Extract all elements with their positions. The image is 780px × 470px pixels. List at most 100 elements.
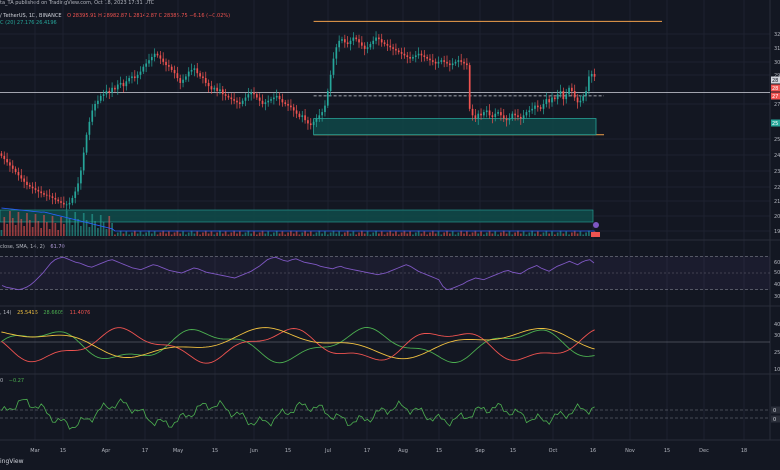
volume-bar — [522, 231, 525, 236]
price-tick-label: 29 — [774, 73, 780, 79]
candle-body — [105, 91, 108, 95]
candle-body — [497, 112, 499, 114]
volume-bar — [298, 234, 301, 236]
adx-header: , 14) 25.5416 28.6605 11.4076 — [0, 310, 94, 316]
candle-body — [349, 40, 352, 45]
price-tick-label: 30 — [774, 60, 780, 66]
candle-body — [187, 71, 190, 77]
volume-bar — [65, 211, 68, 236]
candle-body — [517, 115, 519, 117]
candle-body — [423, 55, 426, 57]
volume-bar — [26, 213, 28, 236]
volume-bar — [326, 234, 329, 236]
candle-body — [514, 113, 516, 116]
candle-body — [190, 69, 193, 72]
ohlc-values: O 28395.91 H 28982.87 L 28142.87 C 28385… — [67, 13, 231, 19]
volume-bar — [9, 211, 11, 236]
candle-body — [74, 191, 77, 198]
candle-body — [34, 188, 37, 190]
volume-bar — [511, 234, 514, 236]
candle-body — [397, 50, 400, 53]
volume-bar — [20, 219, 23, 236]
volume-bar — [74, 212, 77, 236]
volume-bar — [165, 233, 167, 236]
candle-body — [448, 63, 451, 66]
candle-body — [400, 52, 403, 54]
volume-bar — [579, 231, 582, 236]
candle-body — [207, 82, 210, 87]
candle-body — [531, 108, 533, 111]
volume-bar — [156, 234, 159, 236]
volume-bar — [468, 234, 471, 236]
volume-bar — [412, 234, 414, 236]
tradingview-watermark: ingView — [0, 458, 28, 465]
volume-bar — [423, 231, 426, 236]
candle-body — [369, 44, 372, 48]
rsi-tick-label: 50 — [774, 270, 780, 276]
candle-body — [324, 105, 326, 113]
volume-bar — [45, 222, 48, 236]
volume-bar — [414, 232, 417, 236]
candle-body — [307, 120, 309, 124]
symbol-label[interactable]: / TetherUS, 1D, BINANCE — [0, 13, 62, 19]
volume-bar — [176, 230, 179, 236]
time-tick-label: Jun — [249, 448, 258, 454]
osc-label[interactable]: 0 — [0, 378, 4, 384]
price-tick-label: 19 — [774, 229, 780, 235]
volume-bar — [270, 234, 272, 236]
volume-bar — [363, 233, 366, 236]
osc-header: 0 −0.27 — [0, 378, 28, 384]
candle-body — [576, 97, 579, 103]
candle-body — [65, 204, 68, 206]
volume-bar — [111, 223, 113, 236]
adx-label[interactable]: , 14) — [0, 310, 12, 316]
rsi-label[interactable]: close, SMA, 14, 2) — [0, 244, 45, 250]
zones — [0, 20, 770, 223]
candle-body — [275, 95, 278, 98]
volume-bar — [352, 231, 355, 236]
candle-body — [528, 110, 531, 113]
candle-body — [244, 97, 247, 101]
volume-bar — [295, 231, 298, 236]
volume-bar — [307, 233, 309, 236]
candle-body — [202, 76, 204, 79]
candle-body — [43, 193, 45, 195]
candle-body — [170, 66, 173, 70]
volume-bar — [471, 232, 474, 236]
volume-bar — [335, 233, 338, 236]
volume-bar — [343, 232, 346, 236]
time-tick-label: 18 — [741, 448, 747, 454]
candle-body — [179, 78, 182, 83]
candle-body — [431, 60, 434, 62]
adx-tick-label: 40 — [774, 322, 780, 328]
di-plus-line — [1, 327, 595, 364]
volume-bar — [446, 230, 448, 236]
candle-body — [219, 89, 221, 92]
volume-bar — [321, 233, 323, 236]
candle-body — [77, 183, 79, 192]
di-plus-value: 28.6605 — [43, 310, 65, 316]
volume-bar — [91, 214, 94, 236]
rsi-tick-label: 60 — [774, 260, 780, 266]
volume-bar — [244, 232, 247, 236]
volume-bar — [199, 234, 201, 236]
candle-body — [522, 115, 525, 119]
volume-bar — [309, 231, 312, 236]
candle-body — [185, 76, 187, 80]
volume-bar — [11, 218, 14, 236]
volume-bar — [588, 230, 590, 236]
price-badge — [771, 76, 780, 84]
volume-bar — [139, 231, 142, 236]
volume-bar — [440, 234, 443, 236]
volume-bar — [389, 230, 392, 236]
time-tick-label: Mar — [30, 448, 40, 454]
candle-body — [477, 113, 480, 119]
rsi-tick-label: 40 — [774, 282, 780, 288]
candle-body — [133, 76, 136, 79]
volume-bar — [216, 232, 218, 236]
volume-bar — [545, 230, 548, 236]
volume-bar — [145, 232, 148, 236]
volume-bar — [395, 231, 397, 236]
volume-bar — [153, 231, 156, 236]
